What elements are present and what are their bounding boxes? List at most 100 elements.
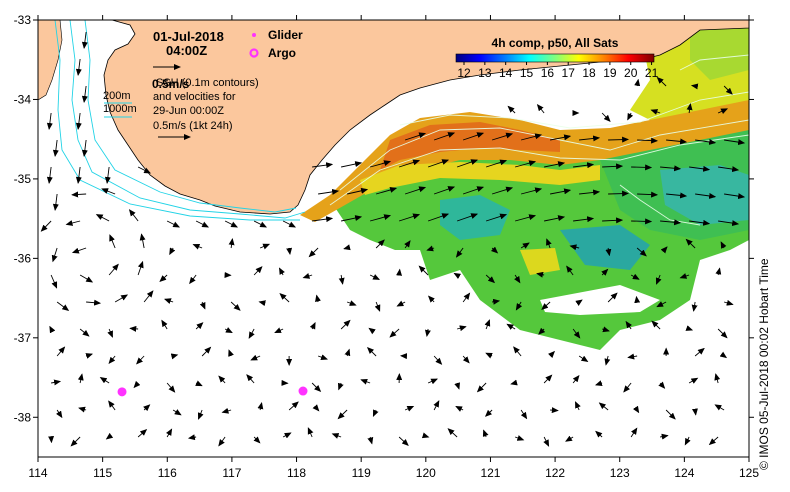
glider-legend-label: Glider [268, 28, 303, 42]
velocity-arrow [550, 134, 572, 141]
velocity-arrow [50, 274, 58, 289]
x-tick-label: 121 [480, 466, 500, 480]
velocity-arrow [695, 138, 717, 145]
velocity-arrow [594, 380, 603, 387]
argo-legend-label: Argo [268, 46, 296, 60]
velocity-arrow [337, 409, 348, 420]
velocity-arrow [218, 436, 226, 447]
velocity-arrow [129, 325, 139, 332]
colorbar-tick-label: 16 [541, 66, 555, 80]
velocity-arrow [52, 139, 59, 157]
velocity-arrow [627, 112, 634, 121]
velocity-arrow [484, 319, 491, 330]
velocity-arrow [514, 214, 537, 222]
velocity-arrow [317, 354, 328, 361]
velocity-arrow [161, 319, 168, 330]
colorbar-tick-label: 14 [499, 66, 513, 80]
velocity-arrow [433, 400, 440, 411]
velocity-arrow [714, 373, 721, 384]
velocity-arrow [108, 400, 116, 411]
sst-teal-patch-3 [560, 225, 650, 270]
velocity-arrow [718, 166, 740, 173]
velocity-arrow [398, 436, 409, 446]
velocity-arrow [485, 159, 508, 168]
plot-frame [37, 19, 750, 458]
sst-title: 4h comp, p50, All Sats [492, 36, 619, 50]
velocity-arrow [601, 268, 609, 276]
y-tick-label: -33 [14, 13, 32, 27]
velocity-arrow [510, 379, 518, 386]
velocity-arrow [195, 322, 204, 330]
velocity-arrow [137, 166, 152, 174]
velocity-arrow [550, 188, 572, 195]
velocity-arrow [665, 409, 676, 420]
velocity-arrow [536, 103, 545, 114]
velocity-arrow [75, 58, 82, 76]
velocity-arrow [259, 243, 271, 250]
ssh-info-line3: 29-Jun 00:00Z [153, 105, 224, 117]
velocity-arrow [636, 247, 647, 257]
velocity-arrow [454, 382, 461, 390]
velocity-arrow [396, 268, 403, 276]
velocity-arrow [462, 292, 471, 303]
velocity-arrow [128, 209, 139, 222]
colorbar [455, 53, 655, 63]
velocity-arrow [688, 377, 699, 384]
velocity-arrow [71, 247, 87, 254]
velocity-arrow [462, 186, 485, 195]
velocity-arrow [250, 354, 261, 361]
velocity-arrow [427, 213, 450, 222]
sst-yellow-green-east [690, 20, 749, 80]
velocity-arrow [197, 409, 204, 420]
x-tick-label: 116 [158, 466, 177, 480]
velocity-arrow [369, 274, 380, 280]
ssh-info-line1: SSH (0.1m contours) [156, 77, 259, 89]
velocity-arrow [338, 382, 344, 391]
velocity-arrow [608, 190, 630, 197]
credit-label: © IMOS 05-Jul-2018 00:02 Hobart Time [757, 258, 771, 470]
velocity-arrow [718, 220, 740, 227]
velocity-arrow [658, 381, 666, 389]
velocity-arrow [338, 274, 345, 285]
velocity-arrow [311, 382, 322, 393]
sst-yellow-south-edge [360, 162, 600, 195]
velocity-arrow [660, 165, 682, 172]
velocity-arrow [109, 234, 116, 249]
velocity-arrow [520, 187, 543, 195]
velocity-arrow [485, 352, 493, 359]
ssh-contour-1 [339, 119, 749, 191]
velocity-arrow [341, 161, 363, 168]
velocity-arrow [455, 247, 464, 258]
velocity-arrow [253, 436, 261, 444]
velocity-arrow [224, 220, 239, 228]
velocity-arrow [544, 161, 566, 168]
velocity-arrow [627, 353, 638, 360]
velocity-arrow [656, 76, 667, 87]
velocity-arrow [52, 193, 59, 211]
velocity-arrow [308, 247, 319, 258]
velocity-arrow [51, 247, 58, 263]
velocity-arrow [108, 263, 119, 276]
velocity-arrow [71, 191, 87, 198]
isobath-200 [84, 20, 297, 213]
velocity-arrow [81, 139, 88, 157]
velocity-arrow [595, 430, 603, 438]
velocity-arrow [573, 216, 595, 223]
velocity-arrow [159, 274, 168, 283]
velocity-arrow [85, 353, 94, 359]
ssh-contours [329, 54, 749, 226]
velocity-arrow [723, 299, 734, 306]
velocity-arrow [492, 298, 501, 305]
velocity-arrow [86, 299, 102, 306]
velocity-arrow [51, 379, 62, 386]
velocity-arrow [318, 188, 340, 195]
velocity-arrow [253, 266, 263, 276]
velocity-arrow [315, 294, 321, 303]
y-tick-label: -38 [14, 410, 32, 424]
velocity-arrow [685, 238, 696, 249]
colorbar-tick-label: 15 [520, 66, 534, 80]
velocity-arrow [282, 432, 292, 439]
velocity-arrow [375, 239, 385, 249]
velocity-arrow [192, 243, 203, 250]
velocity-arrow [137, 260, 144, 276]
